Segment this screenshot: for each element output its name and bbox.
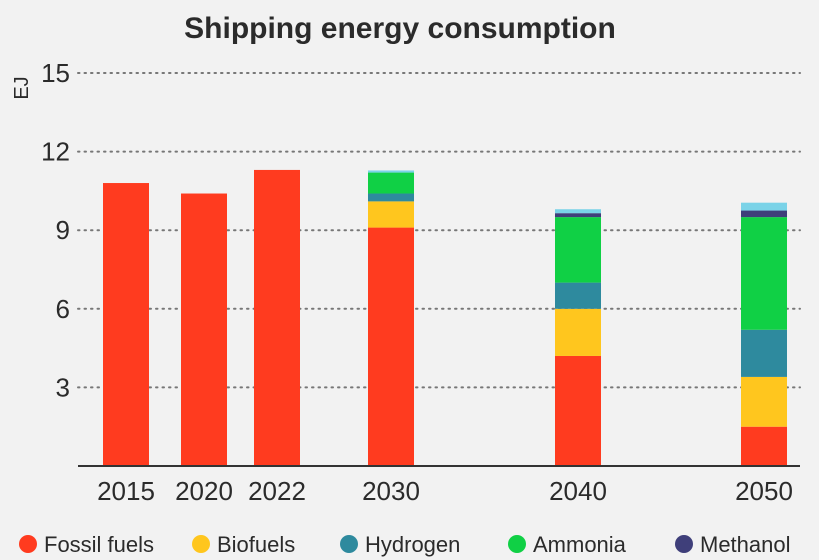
x-tick-label: 2040 bbox=[549, 476, 607, 506]
x-tick-labels: 2015 2020 2022 2030 2040 2050 bbox=[97, 476, 793, 506]
bar-segment-other-2030 bbox=[368, 170, 414, 173]
bar-segment-ammonia-2030 bbox=[368, 172, 414, 194]
legend-label: Methanol bbox=[700, 532, 791, 557]
legend-label: Ammonia bbox=[533, 532, 627, 557]
bar-segment-biofuels-2050 bbox=[741, 376, 787, 427]
legend: Fossil fuels Biofuels Hydrogen Ammonia Metha… bbox=[19, 532, 791, 557]
x-tick-label: 2022 bbox=[248, 476, 306, 506]
bar-segment-biofuels-2030 bbox=[368, 201, 414, 228]
y-tick-label: 6 bbox=[56, 294, 70, 324]
y-tick-label: 3 bbox=[56, 372, 70, 402]
y-tick-label: 9 bbox=[56, 215, 70, 245]
x-tick-label: 2050 bbox=[735, 476, 793, 506]
bar-segment-methanol-2040 bbox=[555, 213, 601, 218]
y-tick-labels: 3 6 9 12 15 bbox=[41, 58, 70, 402]
y-tick-label: 15 bbox=[41, 58, 70, 88]
chart-title: Shipping energy consumption bbox=[184, 12, 616, 45]
legend-label: Fossil fuels bbox=[44, 532, 154, 557]
legend-label: Biofuels bbox=[217, 532, 295, 557]
bar-segment-other-2040 bbox=[555, 209, 601, 214]
y-tick-label: 12 bbox=[41, 137, 70, 167]
x-tick-label: 2015 bbox=[97, 476, 155, 506]
bar-segment-biofuels-2040 bbox=[555, 308, 601, 356]
legend-marker bbox=[340, 535, 358, 553]
legend-label: Hydrogen bbox=[365, 532, 460, 557]
y-axis-label: EJ bbox=[11, 76, 33, 99]
legend-marker bbox=[19, 535, 37, 553]
bars bbox=[103, 169, 787, 467]
bar-segment-ammonia-2050 bbox=[741, 217, 787, 330]
bar-segment-fossil-fuels-2050 bbox=[741, 426, 787, 466]
legend-marker bbox=[675, 535, 693, 553]
bar-segment-hydrogen-2050 bbox=[741, 329, 787, 377]
legend-marker bbox=[192, 535, 210, 553]
bar-segment-methanol-2050 bbox=[741, 210, 787, 218]
bar-segment-fossil-fuels-2022 bbox=[254, 169, 300, 466]
legend-marker bbox=[508, 535, 526, 553]
bar-segment-hydrogen-2040 bbox=[555, 282, 601, 309]
bar-segment-fossil-fuels-2030 bbox=[368, 227, 414, 466]
bar-segment-fossil-fuels-2015 bbox=[103, 183, 149, 467]
bar-segment-hydrogen-2030 bbox=[368, 193, 414, 202]
bar-segment-ammonia-2040 bbox=[555, 217, 601, 283]
bar-segment-fossil-fuels-2040 bbox=[555, 355, 601, 466]
x-tick-label: 2020 bbox=[175, 476, 233, 506]
bar-segment-fossil-fuels-2020 bbox=[181, 193, 227, 466]
x-tick-label: 2030 bbox=[362, 476, 420, 506]
bar-segment-other-2050 bbox=[741, 202, 787, 211]
